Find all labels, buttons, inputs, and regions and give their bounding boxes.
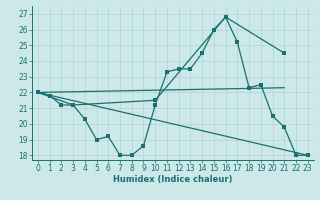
X-axis label: Humidex (Indice chaleur): Humidex (Indice chaleur) <box>113 175 233 184</box>
